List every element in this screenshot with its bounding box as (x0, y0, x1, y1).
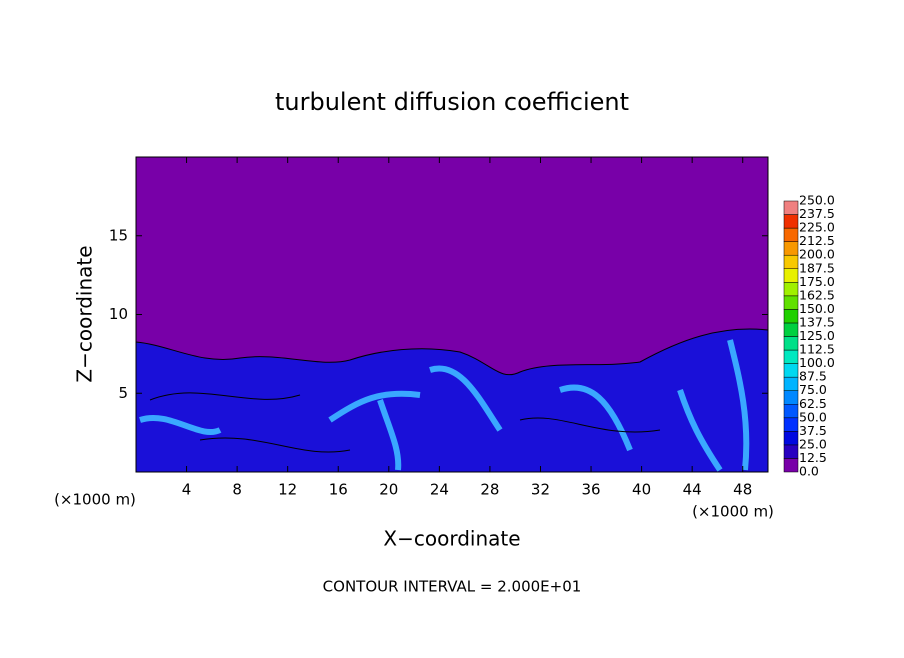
colorbar-band (783, 309, 799, 324)
colorbar-band (783, 322, 799, 337)
x-unit-right: (×1000 m) (692, 503, 774, 521)
colorbar-band (783, 227, 799, 242)
colorbar-band (783, 254, 799, 269)
colorbar-label: 37.5 (799, 423, 827, 438)
colorbar-band (783, 390, 799, 405)
chart-title: turbulent diffusion coefficient (275, 88, 629, 116)
colorbar-label: 187.5 (799, 260, 835, 275)
colorbar-label: 212.5 (799, 233, 835, 248)
colorbar-band (783, 268, 799, 283)
colorbar-band (783, 417, 799, 432)
colorbar-band (783, 214, 799, 229)
x-unit-left: (×1000 m) (54, 491, 136, 509)
colorbar-label: 50.0 (799, 409, 827, 424)
field (135, 156, 769, 473)
colorbar-band (783, 241, 799, 256)
colorbar-band (783, 363, 799, 378)
x-tick-label: 28 (480, 481, 499, 499)
x-tick-label: 44 (683, 481, 702, 499)
colorbar-label: 75.0 (799, 382, 827, 397)
x-axis-label: X−coordinate (383, 527, 520, 551)
colorbar-label: 125.0 (799, 328, 835, 343)
x-tick-label: 4 (182, 481, 192, 499)
colorbar-band (783, 404, 799, 419)
colorbar-band (783, 349, 799, 364)
colorbar-band (783, 336, 799, 351)
colorbar-band (783, 376, 799, 391)
y-tick-label: 10 (109, 305, 128, 323)
colorbar-label: 162.5 (799, 287, 835, 302)
y-axis-label: Z−coordinate (73, 245, 97, 382)
colorbar-label: 25.0 (799, 436, 827, 451)
footer-note: CONTOUR INTERVAL = 2.000E+01 (323, 578, 582, 596)
colorbar-band (783, 431, 799, 446)
colorbar-band (783, 444, 799, 459)
colorbar-label: 250.0 (799, 193, 835, 208)
x-tick-label: 8 (232, 481, 242, 499)
colorbar-band (783, 200, 799, 215)
field-streak (139, 339, 750, 472)
colorbar-label: 150.0 (799, 301, 835, 316)
colorbar-band (783, 282, 799, 297)
y-tick-label: 5 (118, 384, 128, 402)
colorbar-label: 0.0 (799, 464, 819, 479)
colorbar-band (783, 458, 799, 473)
colorbar-label: 225.0 (799, 220, 835, 235)
x-tick-label: 12 (278, 481, 297, 499)
x-tick-label: 48 (733, 481, 752, 499)
colorbar-label: 12.5 (799, 450, 827, 465)
colorbar-band (783, 295, 799, 310)
x-tick-label: 32 (531, 481, 550, 499)
contour-line (149, 392, 661, 453)
x-tick-label: 36 (581, 481, 600, 499)
turbulent-region (135, 328, 769, 473)
y-tick-label: 15 (109, 226, 128, 244)
colorbar-label: 100.0 (799, 355, 835, 370)
colorbar-label: 112.5 (799, 342, 835, 357)
x-tick-label: 24 (430, 481, 449, 499)
x-tick-label: 20 (379, 481, 398, 499)
colorbar-label: 200.0 (799, 247, 835, 262)
colorbar-label: 87.5 (799, 369, 827, 384)
colorbar-label: 62.5 (799, 396, 827, 411)
x-tick-label: 40 (632, 481, 651, 499)
x-tick-label: 16 (329, 481, 348, 499)
colorbar-label: 175.0 (799, 274, 835, 289)
colorbar-label: 237.5 (799, 206, 835, 221)
colorbar-label: 137.5 (799, 314, 835, 329)
